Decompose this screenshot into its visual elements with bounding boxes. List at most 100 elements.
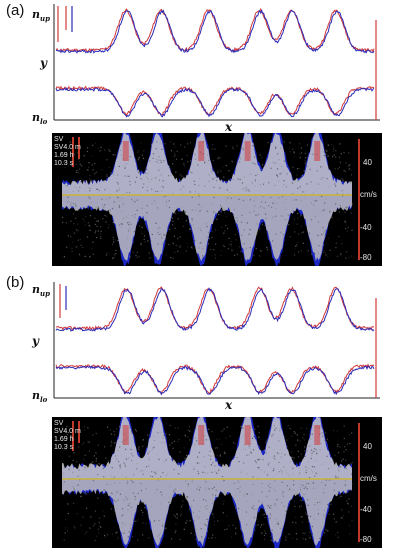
spectrum-speckle <box>194 153 196 155</box>
spectrum-speckle <box>165 432 167 435</box>
spectrum-speckle <box>249 447 251 449</box>
spectrum-speckle <box>84 533 86 535</box>
spectrum-speckle <box>305 190 307 192</box>
spectrum-speckle <box>121 515 123 517</box>
spectrum-speckle <box>185 522 187 524</box>
spectrum-speckle <box>179 463 182 465</box>
spectrum-speckle <box>175 489 177 491</box>
spectrum-speckle <box>193 466 195 468</box>
spectrum-speckle <box>153 520 155 522</box>
spectrum-speckle <box>118 205 120 207</box>
spectrum-speckle <box>214 494 217 496</box>
spectrum-speckle <box>176 493 178 495</box>
spectrum-speckle <box>90 155 93 157</box>
spectrum-speckle <box>273 468 275 470</box>
spectrum-speckle <box>120 227 122 229</box>
spectrum-speckle <box>101 198 103 200</box>
spectrum-speckle <box>275 500 277 503</box>
spectrum-speckle <box>318 245 320 247</box>
spectrum-speckle <box>164 523 166 525</box>
spectrum-highlight <box>314 141 321 161</box>
spectrum-speckle <box>150 475 152 477</box>
spectrum-speckle <box>315 472 317 474</box>
spectrum-speckle <box>297 187 299 189</box>
spectrum-speckle <box>158 159 160 161</box>
spectrum-speckle <box>340 153 342 155</box>
doppler-info: SV SV4.0 m 1.69 h 10.3 s <box>54 420 81 451</box>
spectrum-speckle <box>65 432 67 434</box>
spectrum-speckle <box>165 459 167 461</box>
spectrum-speckle <box>134 214 136 216</box>
spectrum-speckle <box>327 155 329 157</box>
spectrum-speckle <box>205 488 207 490</box>
spectrum-speckle <box>225 145 227 147</box>
spectrum-speckle <box>115 249 117 251</box>
spectrum-speckle <box>76 187 78 189</box>
spectrum-speckle <box>77 171 79 174</box>
spectrum-speckle <box>86 150 88 152</box>
spectrum-speckle <box>123 529 125 532</box>
spectrum-speckle <box>300 499 302 501</box>
spectrum-speckle <box>136 462 138 464</box>
spectrum-speckle <box>284 454 286 456</box>
spectrum-speckle <box>195 209 198 211</box>
spectrum-speckle <box>310 469 312 471</box>
spectrum-speckle <box>82 516 84 518</box>
spectrum-speckle <box>174 251 176 253</box>
spectrum-speckle <box>324 440 326 442</box>
spectrum-speckle <box>158 458 160 461</box>
spectrum-speckle <box>214 537 216 539</box>
spectrum-speckle <box>291 435 293 437</box>
spectrum-speckle <box>189 430 191 432</box>
spectrum-speckle <box>342 515 344 517</box>
spectrum-speckle <box>328 186 330 188</box>
spectrum-speckle <box>67 444 69 446</box>
spectrum-speckle <box>184 146 186 148</box>
spectrum-speckle <box>292 468 294 470</box>
spectrum-speckle <box>298 474 300 477</box>
spectrum-speckle <box>345 206 347 208</box>
spectrum-speckle <box>289 147 291 149</box>
spectrum-speckle <box>274 185 276 187</box>
spectrum-speckle <box>92 253 94 255</box>
spectrum-speckle <box>220 254 222 257</box>
spectrum-speckle <box>243 462 245 464</box>
spectrum-speckle <box>287 425 289 427</box>
spectrum-speckle <box>214 254 216 256</box>
spectrum-speckle <box>245 511 247 513</box>
spectrum-speckle <box>109 209 111 211</box>
spectrum-speckle <box>163 196 165 198</box>
spectrum-speckle <box>174 427 176 429</box>
spectrum-speckle <box>319 501 321 503</box>
spectrum-speckle <box>277 522 280 524</box>
spectrum-speckle <box>285 208 287 210</box>
spectrum-speckle <box>276 203 278 205</box>
spectrum-speckle <box>279 428 281 430</box>
spectrum-speckle <box>157 479 159 481</box>
spectrum-speckle <box>158 156 160 158</box>
spectrum-speckle <box>201 538 203 540</box>
spectrum-highlight <box>244 141 251 161</box>
spectrum-speckle <box>336 445 339 447</box>
spectrum-speckle <box>245 247 247 249</box>
spectrum-speckle <box>302 484 304 486</box>
spectrum-speckle <box>69 477 71 479</box>
spectrum-speckle <box>70 204 72 206</box>
spectrum-speckle <box>129 255 131 257</box>
spectrum-speckle <box>78 253 80 255</box>
spectrum-speckle <box>142 157 145 159</box>
spectrum-speckle <box>156 488 158 491</box>
spectrum-speckle <box>151 471 153 473</box>
spectrum-speckle <box>206 505 208 507</box>
spectrum-speckle <box>168 497 170 499</box>
spectrum-speckle <box>97 147 99 149</box>
spectrum-speckle <box>226 426 228 428</box>
spectrum-speckle <box>203 528 205 530</box>
spectrum-speckle <box>249 247 251 249</box>
spectrum-speckle <box>253 516 255 518</box>
spectrum-speckle <box>316 473 318 475</box>
spectrum-speckle <box>254 460 256 462</box>
spectrum-speckle <box>92 169 94 171</box>
spectrum-speckle <box>91 180 94 182</box>
spectrum-speckle <box>198 484 200 486</box>
